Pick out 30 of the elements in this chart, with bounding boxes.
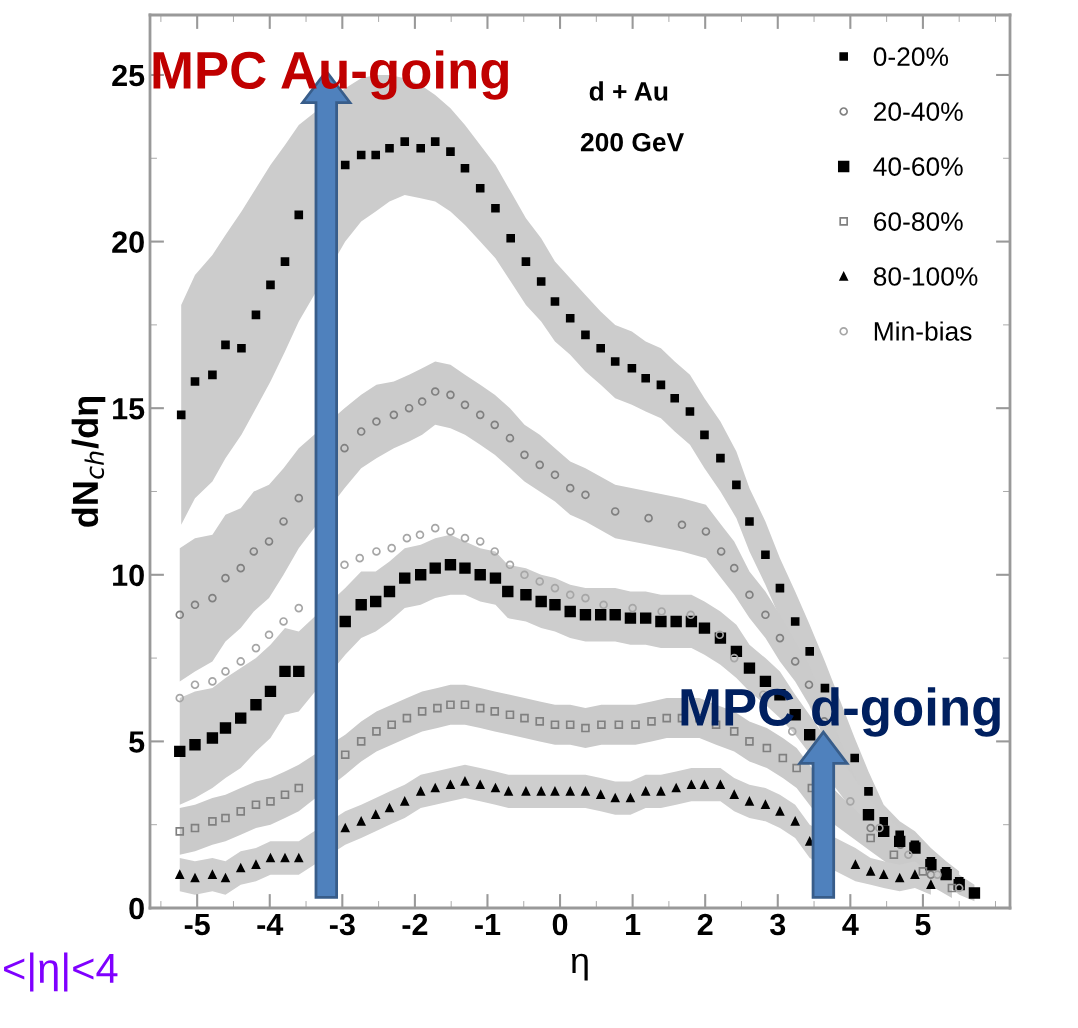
legend-label: Min-bias [874, 321, 972, 341]
x-tick-label: 3 [769, 913, 786, 936]
legend-label: 0-20% [873, 47, 949, 67]
x-tick-label: -2 [402, 913, 428, 935]
y-tick-label: 20 [112, 231, 144, 253]
y-tick-label: 25 [112, 64, 145, 87]
text: <|η|<4 [4, 952, 118, 992]
y-tick-label: 15 [113, 398, 145, 420]
annotation: d + Au [589, 81, 668, 101]
legend-label: 60-80% [874, 212, 963, 231]
x-tick-label: 4 [842, 913, 859, 935]
x-axis-title: η [571, 953, 588, 981]
annotation: 200 GeV [580, 132, 684, 152]
x-tick-label: 0 [552, 913, 568, 936]
x-tick-label: -5 [184, 913, 210, 936]
y-tick-label: 10 [113, 564, 144, 587]
y-tick-label: 5 [129, 731, 145, 753]
annotation: MPC Au-going [153, 50, 508, 100]
x-tick-label: -1 [475, 913, 501, 935]
legend-label: 20-40% [874, 102, 963, 121]
legend-label: 80-100% [873, 267, 978, 286]
x-tick-label: 2 [697, 913, 713, 935]
x-tick-label: 5 [915, 913, 931, 936]
annotation: MPC d-going [681, 687, 1000, 737]
x-tick-label: 1 [626, 913, 641, 935]
y-tick-label: 0 [129, 897, 144, 920]
legend-label: 40-60% [873, 157, 963, 176]
y-axis-title: dN$_{ch}$/dη [71, 397, 106, 527]
x-tick-label: -4 [257, 913, 284, 935]
x-tick-label: -3 [329, 913, 355, 936]
